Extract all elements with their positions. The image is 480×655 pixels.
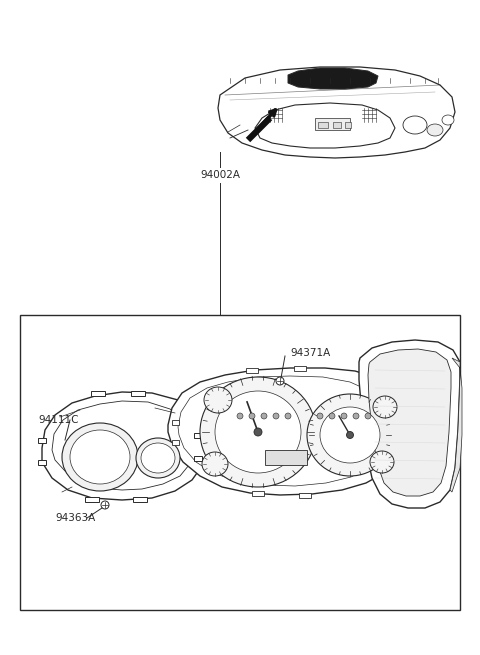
Ellipse shape: [427, 124, 443, 136]
Polygon shape: [178, 376, 388, 486]
Ellipse shape: [370, 451, 394, 473]
Bar: [85, 497, 99, 502]
Ellipse shape: [62, 423, 138, 491]
Bar: [91, 391, 105, 396]
Ellipse shape: [442, 115, 454, 125]
Ellipse shape: [261, 413, 267, 419]
Bar: [172, 420, 179, 425]
Ellipse shape: [276, 377, 284, 385]
Polygon shape: [218, 67, 455, 158]
Polygon shape: [52, 401, 193, 490]
Bar: [397, 416, 404, 421]
Ellipse shape: [70, 430, 130, 484]
Ellipse shape: [347, 432, 353, 438]
Bar: [133, 497, 147, 502]
Bar: [246, 368, 258, 373]
Ellipse shape: [249, 413, 255, 419]
Polygon shape: [368, 349, 451, 496]
Bar: [265, 450, 307, 465]
Ellipse shape: [101, 501, 109, 509]
Bar: [194, 456, 202, 461]
Ellipse shape: [204, 387, 232, 413]
Bar: [131, 391, 145, 396]
Ellipse shape: [320, 407, 380, 463]
Ellipse shape: [237, 413, 243, 419]
Ellipse shape: [136, 438, 180, 478]
Text: 94363A: 94363A: [55, 513, 95, 523]
Polygon shape: [168, 368, 404, 495]
Bar: [38, 438, 46, 443]
Bar: [315, 118, 350, 130]
Ellipse shape: [329, 413, 335, 419]
Ellipse shape: [317, 413, 323, 419]
Bar: [194, 433, 202, 438]
Bar: [318, 122, 328, 128]
Text: 94371A: 94371A: [290, 348, 330, 358]
Ellipse shape: [202, 452, 228, 476]
Ellipse shape: [341, 413, 347, 419]
Ellipse shape: [254, 428, 262, 436]
Bar: [299, 493, 311, 498]
Ellipse shape: [307, 394, 393, 476]
Ellipse shape: [141, 443, 175, 473]
Ellipse shape: [273, 413, 279, 419]
Text: 94111C: 94111C: [38, 415, 79, 425]
Text: 94002A: 94002A: [200, 170, 240, 180]
Ellipse shape: [200, 377, 316, 487]
Ellipse shape: [353, 413, 359, 419]
Ellipse shape: [285, 413, 291, 419]
Bar: [397, 438, 404, 443]
Polygon shape: [450, 358, 462, 492]
Bar: [20, 315, 460, 610]
Bar: [252, 491, 264, 496]
Polygon shape: [255, 103, 395, 148]
Polygon shape: [359, 340, 460, 508]
Bar: [345, 122, 351, 128]
Polygon shape: [42, 392, 206, 500]
Bar: [333, 122, 341, 128]
Ellipse shape: [403, 116, 427, 134]
Ellipse shape: [215, 391, 301, 473]
Bar: [172, 440, 179, 445]
Bar: [38, 460, 46, 465]
Ellipse shape: [373, 396, 397, 418]
Ellipse shape: [365, 413, 371, 419]
Polygon shape: [288, 68, 378, 89]
Bar: [294, 366, 306, 371]
